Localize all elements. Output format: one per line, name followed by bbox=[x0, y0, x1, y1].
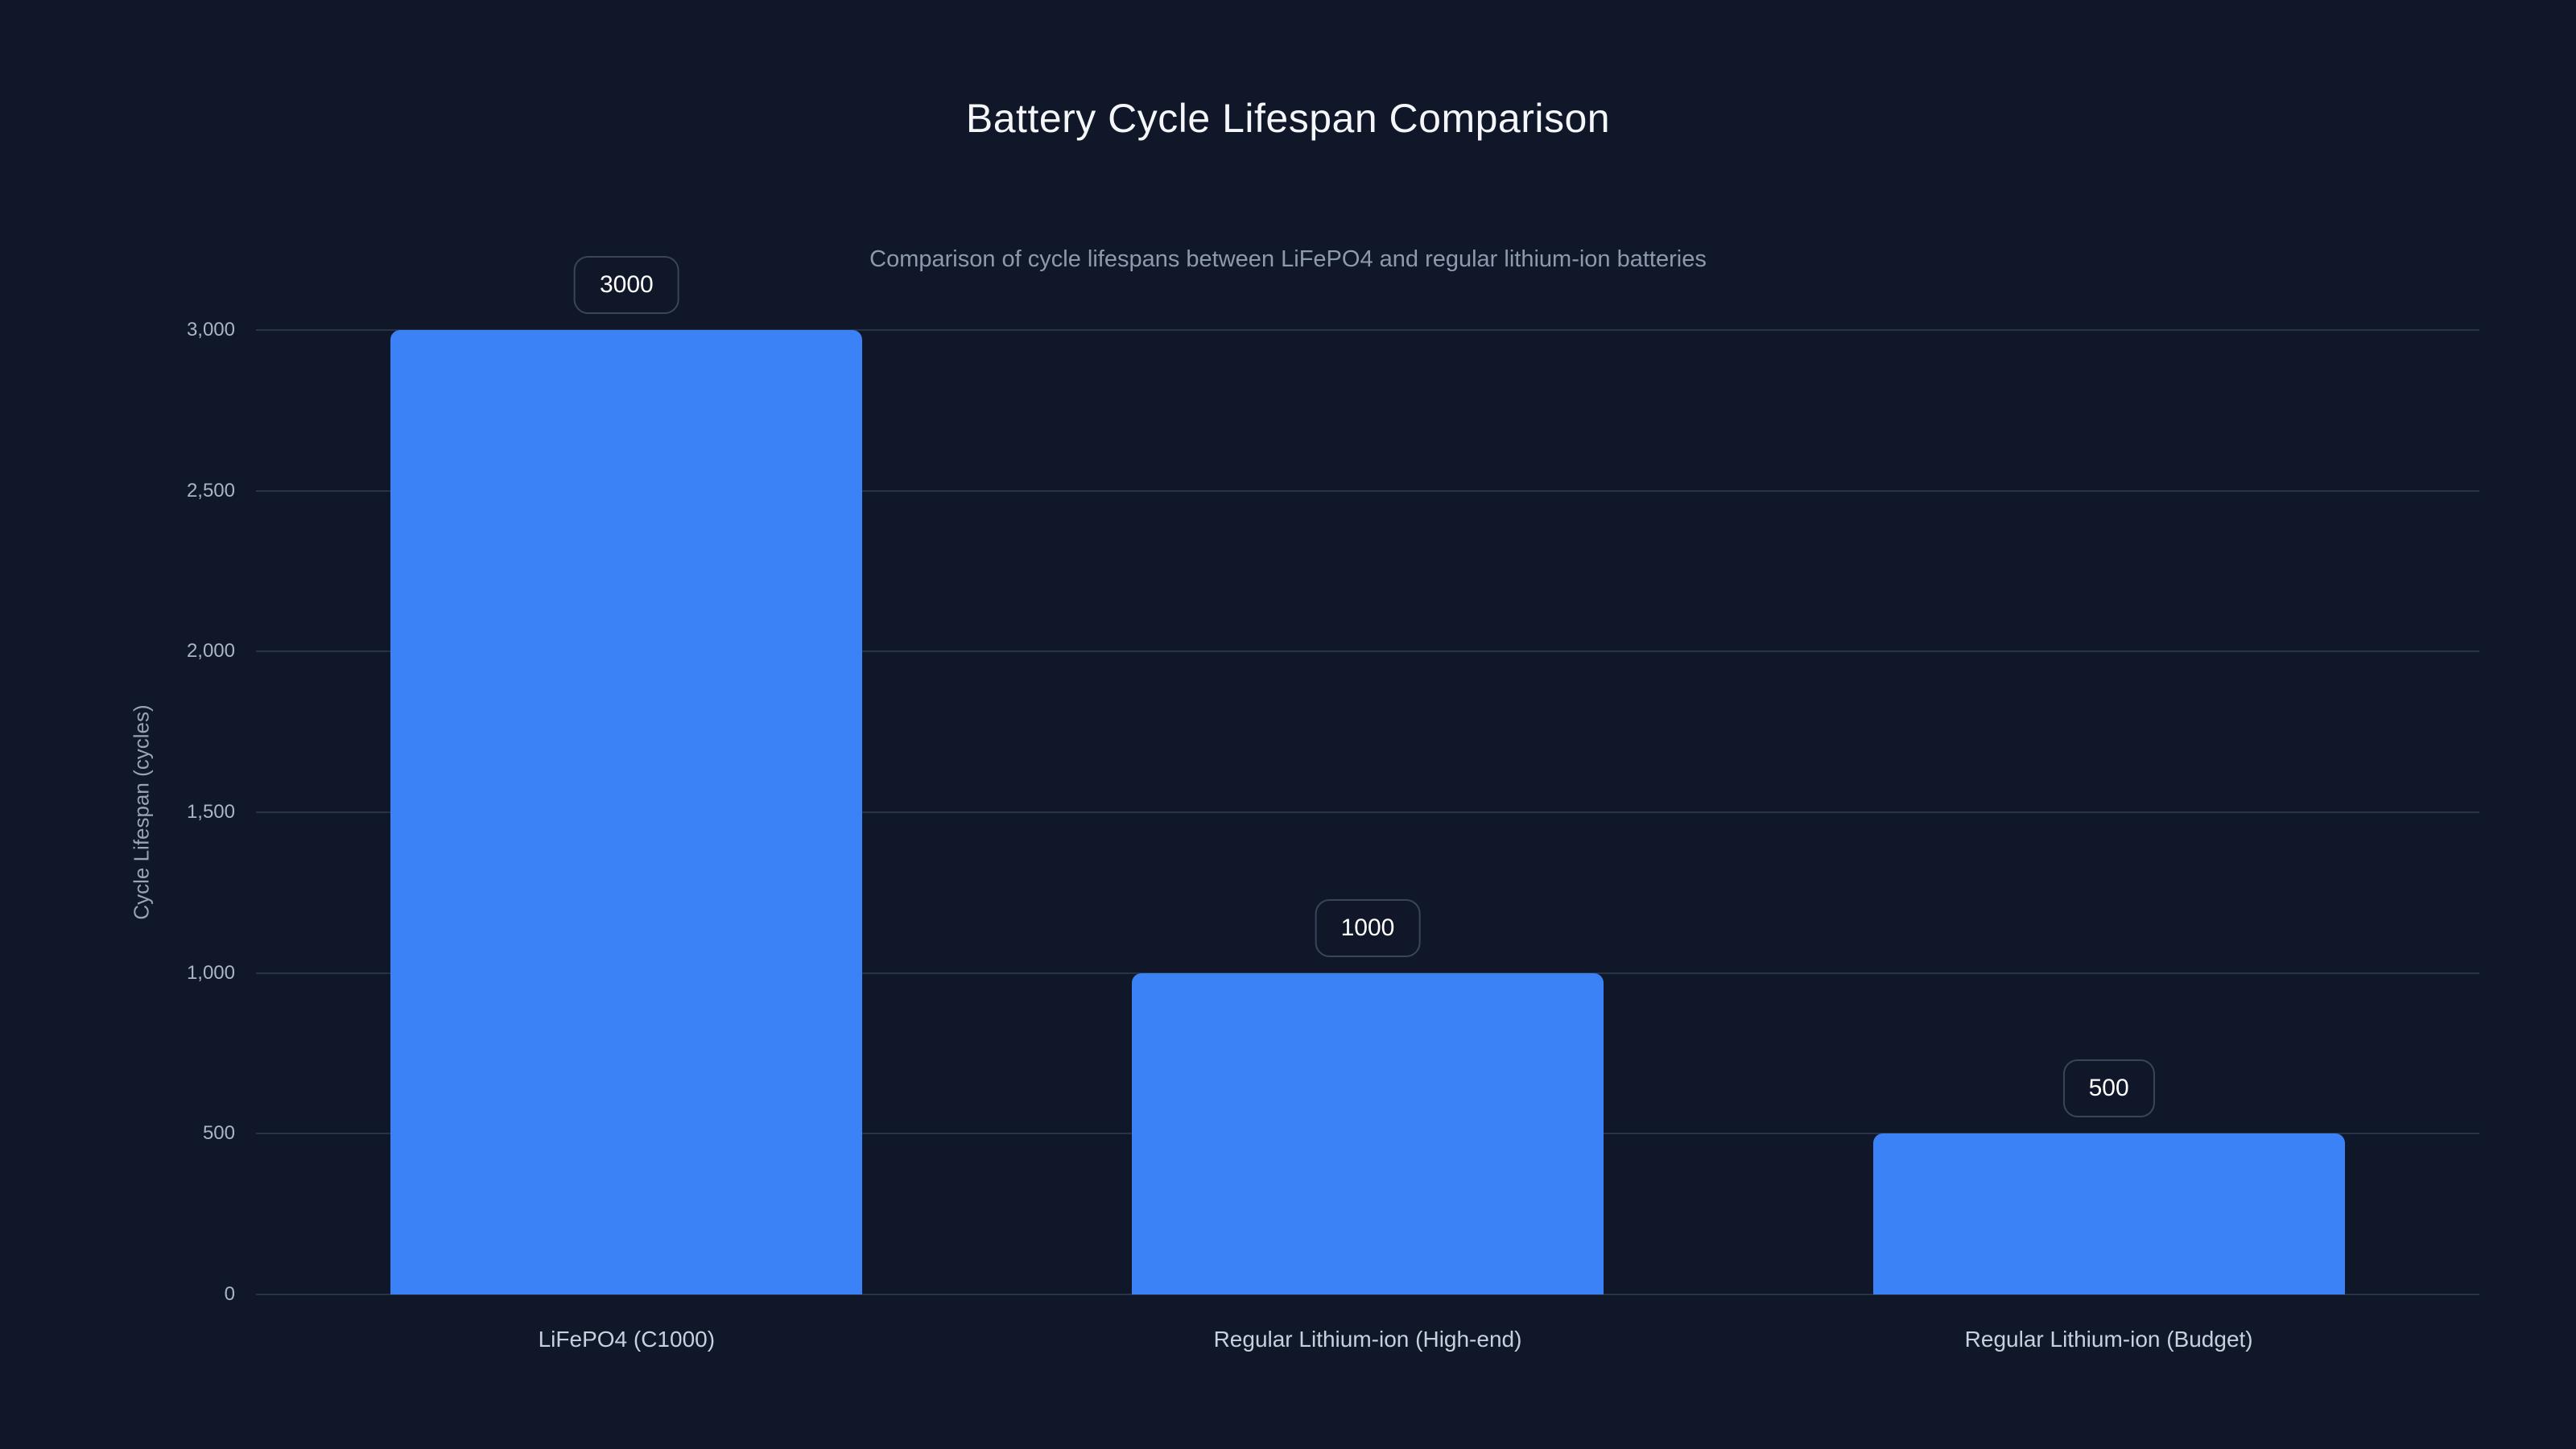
gridline bbox=[256, 811, 2479, 813]
chart-subtitle: Comparison of cycle lifespans between Li… bbox=[869, 246, 1707, 272]
y-tick-label: 500 bbox=[202, 1122, 235, 1145]
bar-value-badge: 1000 bbox=[1315, 898, 1421, 957]
y-tick-label: 0 bbox=[224, 1283, 235, 1305]
y-tick-label: 2,500 bbox=[186, 479, 235, 502]
y-tick-label: 3,000 bbox=[186, 319, 235, 341]
x-axis-label: Regular Lithium-ion (High-end) bbox=[1213, 1327, 1522, 1352]
bar-regular-lithium-ion-high-end bbox=[1132, 972, 1604, 1294]
x-axis-label: LiFePO4 (C1000) bbox=[538, 1327, 716, 1352]
bar-regular-lithium-ion-budget bbox=[1872, 1133, 2345, 1294]
y-tick-label: 1,500 bbox=[186, 801, 235, 823]
y-tick-label: 1,000 bbox=[186, 961, 235, 984]
gridline bbox=[256, 489, 2479, 492]
bar-lifepo4-c1000 bbox=[390, 330, 863, 1294]
gridline bbox=[256, 329, 2479, 331]
bar-value-badge: 500 bbox=[2062, 1059, 2155, 1118]
chart-title: Battery Cycle Lifespan Comparison bbox=[965, 96, 1611, 141]
y-tick-label: 2,000 bbox=[186, 640, 235, 663]
bar-value-badge: 3000 bbox=[573, 256, 679, 314]
gridline bbox=[256, 1294, 2479, 1295]
x-axis-label: Regular Lithium-ion (Budget) bbox=[1964, 1327, 2253, 1352]
gridline bbox=[256, 650, 2479, 653]
